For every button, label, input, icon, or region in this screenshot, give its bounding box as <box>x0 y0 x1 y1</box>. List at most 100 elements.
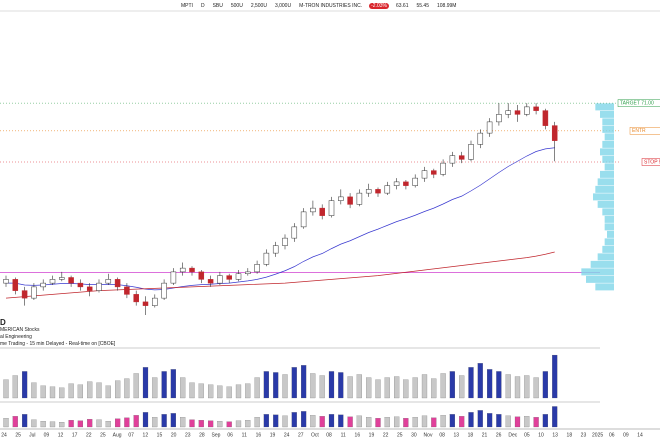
x-tick-label: 07 <box>128 432 134 438</box>
volume-bar <box>366 417 372 428</box>
volume-bar <box>524 375 530 399</box>
volume-bar <box>301 365 307 399</box>
candle-body <box>319 207 325 216</box>
x-tick-label: 19 <box>369 432 375 438</box>
volume-bar <box>328 414 335 428</box>
candle-body <box>421 170 428 179</box>
x-tick-label: 28 <box>199 432 205 438</box>
volume-bar <box>180 417 186 428</box>
candle-body <box>21 290 28 299</box>
toolbar-item: M-TRON INDUSTRIES INC. <box>299 2 363 9</box>
volume-bar <box>338 372 344 399</box>
volume-bar <box>198 383 204 399</box>
x-tick-label: 11 <box>341 432 346 438</box>
volume-profile-bar <box>602 140 614 148</box>
toolbar-item: MPTI <box>181 2 193 9</box>
volume-bar <box>440 373 446 399</box>
volume-bar <box>254 417 260 428</box>
volume-bar <box>12 416 18 428</box>
candle-body <box>68 277 74 284</box>
info-line: MERICAN Stocks <box>0 327 40 333</box>
volume-bar <box>31 382 37 399</box>
volume-bar <box>235 384 242 399</box>
volume-profile-bar <box>600 170 614 178</box>
volume-bar <box>375 418 381 428</box>
volume-bar <box>152 417 158 428</box>
volume-profile-bar <box>597 200 614 208</box>
candle-body <box>142 301 149 306</box>
volume-bar <box>487 413 493 428</box>
toolbar-item: 500U <box>230 2 243 9</box>
volume-bar <box>226 386 232 399</box>
level-label: TARGET 71.00 <box>620 100 654 106</box>
volume-bar <box>356 415 362 428</box>
candle-body <box>468 144 474 160</box>
volume-bar <box>514 416 521 428</box>
volume-profile-bar <box>595 103 614 111</box>
volume-bar <box>487 369 493 399</box>
candle-body <box>291 226 298 239</box>
candle-body <box>189 267 195 273</box>
x-tick-label: 18 <box>468 432 474 438</box>
volume-bar <box>282 374 288 399</box>
candle-body <box>217 275 223 284</box>
candle-body <box>496 114 502 123</box>
candle-body <box>235 273 242 280</box>
volume-bar <box>477 410 483 428</box>
volume-bar <box>310 415 316 428</box>
candle-body <box>365 189 372 194</box>
x-tick-label: 30 <box>411 432 417 438</box>
volume-bar <box>282 415 288 428</box>
volume-bar <box>542 371 549 399</box>
x-tick-label: 14 <box>637 432 643 438</box>
volume-bar <box>319 416 325 428</box>
candle-body <box>207 279 214 284</box>
volume-bar <box>431 378 437 399</box>
volume-bar <box>338 414 344 428</box>
x-tick-label: Jul <box>29 432 35 438</box>
volume-bar <box>524 416 530 428</box>
volume-bar <box>273 372 279 399</box>
candle-body <box>254 264 260 273</box>
candle-body <box>328 200 335 216</box>
volume-bar <box>161 371 167 399</box>
info-line: al Engineering <box>0 334 32 340</box>
candle-body <box>133 294 139 303</box>
x-tick-label: 19 <box>270 432 276 438</box>
volume-bar <box>394 376 400 399</box>
x-tick-label: 23 <box>185 432 191 438</box>
volume-bar <box>403 379 409 399</box>
volume-bar <box>533 417 539 428</box>
volume-bar <box>198 420 204 428</box>
candle-body <box>152 297 158 306</box>
x-tick-label: 25 <box>397 432 403 438</box>
x-tick-label: Nov <box>424 432 433 438</box>
volume-bar <box>59 422 65 428</box>
volume-bar <box>189 419 195 428</box>
x-tick-label: 12 <box>143 432 149 438</box>
volume-bar <box>459 375 465 399</box>
x-tick-label: 21 <box>482 432 488 438</box>
x-tick-label: 08 <box>439 432 445 438</box>
volume-bar <box>235 420 242 428</box>
volume-profile-bar <box>602 118 614 126</box>
volume-bar <box>245 420 251 428</box>
toolbar-item: 55.45 <box>416 2 429 9</box>
volume-profile-bar <box>602 208 614 216</box>
volume-bar <box>124 378 130 399</box>
x-tick-label: 10 <box>538 432 544 438</box>
volume-bar <box>208 420 214 428</box>
volume-profile-bar <box>604 223 614 231</box>
volume-bar <box>77 384 84 399</box>
volume-bar <box>542 414 549 428</box>
volume-bar <box>319 375 325 399</box>
volume-bar <box>421 415 428 428</box>
info-line: me Trading - 15 min Delayed - Real-time … <box>0 341 116 347</box>
volume-bar <box>77 420 84 428</box>
toolbar-item: SBU <box>212 2 223 9</box>
candle-body <box>505 110 511 115</box>
x-tick-label: 09 <box>623 432 629 438</box>
candle-body <box>96 282 102 291</box>
volume-profile-bar <box>581 268 614 276</box>
